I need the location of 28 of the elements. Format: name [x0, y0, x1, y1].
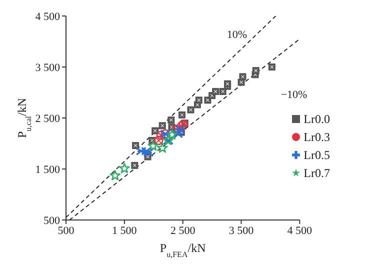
point — [172, 130, 184, 138]
y-tick-label: 2 500 — [35, 112, 60, 125]
y-tick-label: 1 500 — [35, 164, 60, 176]
x-tick-label: 500 — [58, 224, 75, 237]
x-axis-title: P$_{u,FEA}$/kN — [160, 241, 206, 258]
x-tick-label: 1 500 — [112, 224, 138, 237]
point — [154, 136, 164, 146]
point — [156, 142, 168, 153]
point — [110, 170, 120, 180]
point — [178, 119, 188, 129]
point — [119, 162, 130, 174]
annotation: 10% — [226, 29, 248, 41]
legend-label: Lr0.7 — [304, 166, 330, 180]
x-tick-label: 4 500 — [287, 224, 313, 237]
point — [171, 124, 181, 134]
annotation: −10% — [280, 89, 308, 101]
y-tick-label: 4 500 — [35, 10, 60, 23]
x-tick-label: 3 500 — [228, 224, 254, 237]
legend-label: Lr0.5 — [304, 148, 330, 162]
point — [148, 140, 158, 151]
point — [174, 124, 186, 134]
y-tick-label: 3 500 — [35, 62, 60, 74]
legend-label: Lr0.3 — [304, 130, 330, 144]
point — [156, 130, 166, 140]
y-tick-label: 500 — [44, 214, 60, 227]
x-tick-label: 2 500 — [170, 224, 196, 237]
legend-label: Lr0.0 — [304, 112, 330, 126]
point — [166, 129, 178, 140]
